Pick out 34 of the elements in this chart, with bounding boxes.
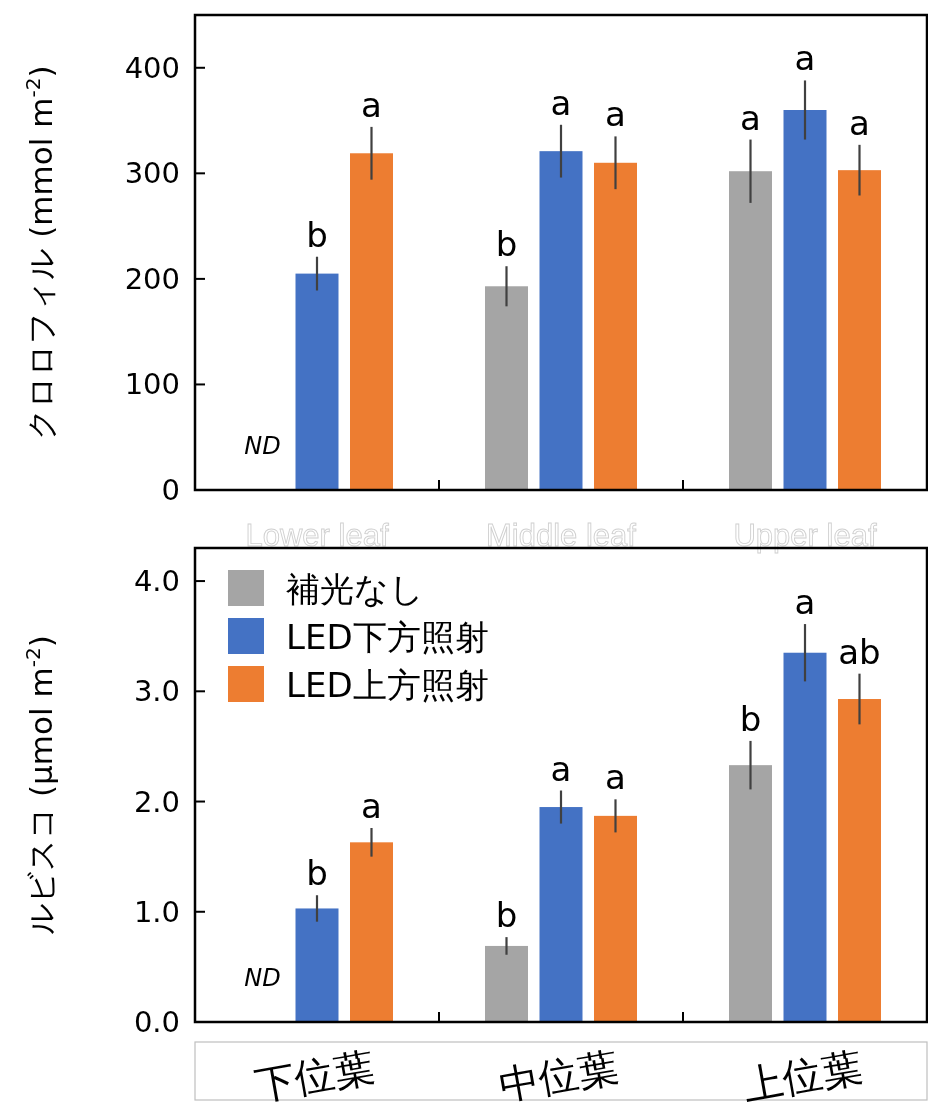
data-label: a	[605, 94, 626, 135]
legend-label: 補光なし	[286, 569, 424, 609]
data-label: b	[306, 853, 328, 894]
x-tick-label: 中位葉	[495, 1043, 622, 1106]
y-tick-label: 0	[161, 473, 180, 507]
data-label: b	[739, 698, 762, 739]
x-tick-label: 下位葉	[251, 1043, 378, 1106]
data-label: a	[361, 785, 382, 826]
y-tick-label: 300	[124, 156, 180, 191]
data-label: ab	[838, 631, 881, 672]
y-tick-label: 200	[124, 261, 180, 296]
data-label: b	[495, 224, 518, 265]
data-label: a	[740, 97, 761, 138]
legend-label: LED上方照射	[286, 665, 489, 705]
y-tick-label: 3.0	[133, 674, 180, 709]
legend-label: LED下方照射	[286, 617, 489, 657]
y-tick-label: 400	[124, 50, 180, 85]
y-tick-label: 1.0	[133, 894, 180, 929]
x-tick-label: 上位葉	[739, 1043, 866, 1106]
y-tick-label: 2.0	[133, 784, 180, 819]
text: ND	[244, 964, 281, 992]
data-label: b	[306, 214, 328, 255]
text: ND	[244, 432, 281, 460]
data-label: a	[605, 757, 626, 798]
data-label: a	[361, 84, 382, 125]
data-label: a	[550, 748, 572, 789]
y-tick-label: 0.0	[133, 1005, 180, 1039]
y-tick-label: 100	[124, 367, 180, 402]
y-tick-label: 4.0	[133, 564, 180, 599]
data-label: a	[550, 82, 572, 123]
data-label: a	[794, 582, 816, 623]
data-label: b	[495, 895, 518, 936]
data-label: a	[849, 102, 870, 143]
data-label: a	[794, 38, 816, 79]
